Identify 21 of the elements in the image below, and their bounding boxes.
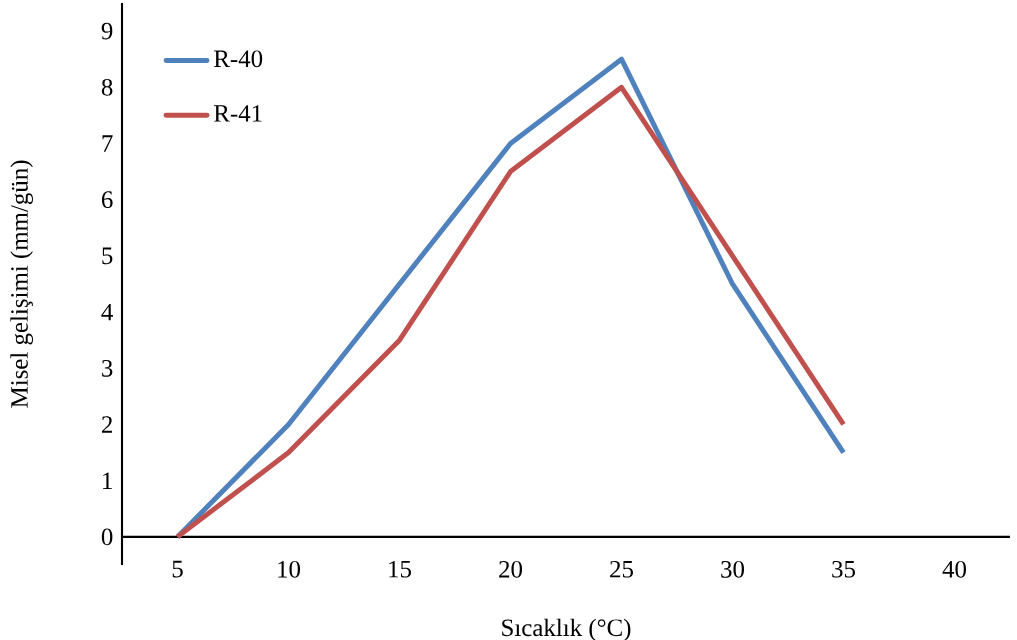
x-tick-label: 20 — [499, 560, 522, 578]
y-tick-label: 3 — [102, 359, 113, 377]
y-tick-label: 0 — [101, 528, 113, 546]
y-axis-title: Misel gelişimi (mm/gün) — [10, 160, 33, 408]
y-tick-label: 8 — [101, 78, 113, 96]
x-tick-label: 15 — [389, 560, 411, 578]
y-tick-label: 5 — [102, 247, 113, 265]
x-tick-label: 40 — [942, 560, 966, 578]
legend-label: R-40 — [214, 50, 263, 68]
y-tick-label: 1 — [103, 472, 112, 489]
y-tick-label: 9 — [101, 22, 113, 40]
y-tick-label: 6 — [101, 191, 113, 209]
x-tick-label: 5 — [172, 560, 183, 578]
x-tick-label: 35 — [832, 560, 855, 578]
y-tick-label: 7 — [102, 135, 113, 152]
x-tick-label: 25 — [610, 560, 633, 578]
y-tick-label: 4 — [101, 303, 113, 321]
x-tick-label: 30 — [721, 560, 744, 578]
x-tick-label: 10 — [278, 560, 301, 578]
y-tick-label: 2 — [101, 416, 112, 433]
legend-label: R-41 — [214, 105, 262, 122]
